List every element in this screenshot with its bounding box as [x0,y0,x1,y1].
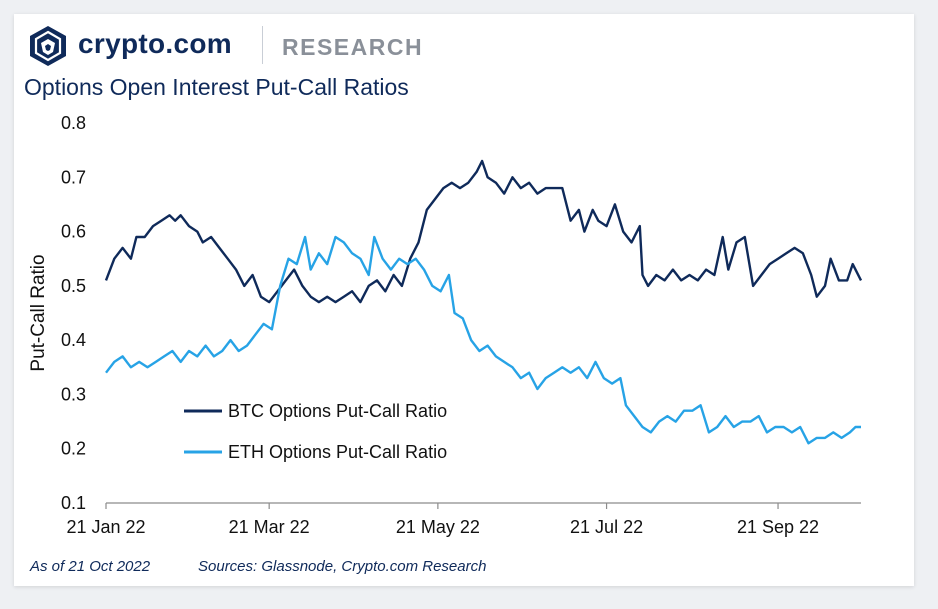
chart-card: crypto.com RESEARCH Options Open Interes… [14,14,914,586]
x-tick-label: 21 Sep 22 [737,517,819,537]
footer-sources: Sources: Glassnode, Crypto.com Research [198,558,487,575]
y-axis-tick-labels: 0.1 0.2 0.3 0.4 0.5 0.6 0.7 0.8 [61,113,86,513]
legend-label-btc: BTC Options Put-Call Ratio [228,401,447,421]
y-tick-label: 0.5 [61,276,86,296]
chart-series [104,159,863,445]
btc-series-line [104,159,863,304]
y-axis-title: Put-Call Ratio [28,254,49,371]
footer-date: As of 21 Oct 2022 [30,558,151,575]
y-tick-label: 0.4 [61,330,86,350]
eth-series-line [105,235,861,445]
y-tick-label: 0.1 [61,493,86,513]
brand-header: crypto.com RESEARCH [26,22,886,70]
chart-legend: BTC Options Put-Call Ratio ETH Options P… [184,401,447,462]
brand-divider [262,26,263,64]
y-tick-label: 0.2 [61,439,86,459]
legend-label-eth: ETH Options Put-Call Ratio [228,442,447,462]
x-axis: 21 Jan 22 21 Mar 22 21 May 22 21 Jul 22 21 S… [66,502,861,537]
x-tick-label: 21 Jan 22 [66,517,145,537]
x-tick-label: 21 May 22 [396,517,480,537]
x-tick-label: 21 Jul 22 [570,517,643,537]
brand-name: crypto.com [78,28,232,59]
y-tick-label: 0.7 [61,167,86,187]
brand-section-label: RESEARCH [282,34,424,60]
y-tick-label: 0.3 [61,384,86,404]
crypto-com-lion-shield-icon [30,26,66,66]
chart-title: Options Open Interest Put-Call Ratios [24,74,409,100]
line-chart: 0.1 0.2 0.3 0.4 0.5 0.6 0.7 0.8 21 Jan 22 21 Mar… [28,113,863,537]
x-tick-label: 21 Mar 22 [229,517,310,537]
y-tick-label: 0.6 [61,222,86,242]
y-tick-label: 0.8 [61,113,86,133]
